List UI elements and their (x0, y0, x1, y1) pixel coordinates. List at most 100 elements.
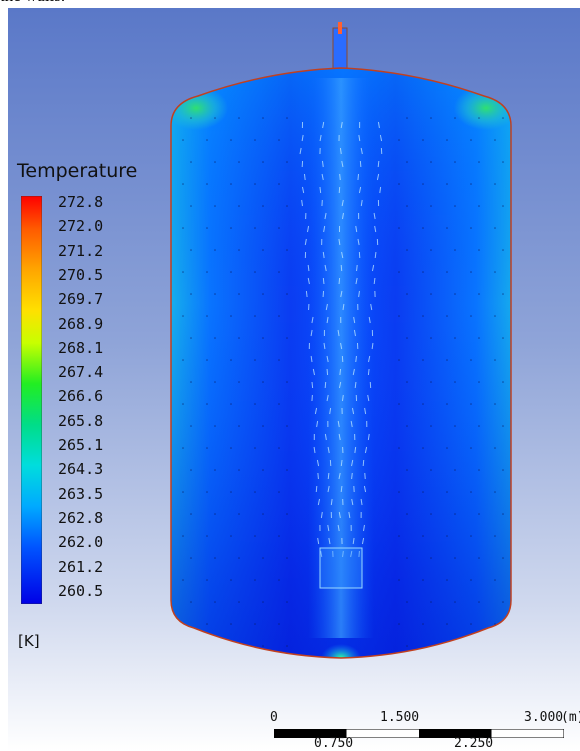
velocity-vector (364, 407, 367, 415)
velocity-vector (323, 225, 326, 233)
velocity-dot (262, 513, 264, 515)
velocity-vector (319, 134, 322, 142)
velocity-dot (502, 293, 504, 295)
velocity-dot (182, 403, 184, 405)
velocity-dot (230, 447, 232, 449)
velocity-vector (316, 459, 320, 467)
velocity-dot (206, 535, 208, 537)
velocity-dot (422, 491, 424, 493)
velocity-dot (238, 293, 240, 295)
velocity-vector (357, 238, 360, 246)
velocity-dot (406, 469, 408, 471)
velocity-dot (406, 117, 408, 119)
velocity-vector (379, 186, 382, 194)
velocity-dot (470, 183, 472, 185)
velocity-dot (398, 315, 400, 317)
velocity-dot (494, 579, 496, 581)
velocity-vector (326, 368, 329, 376)
velocity-dot (478, 293, 480, 295)
velocity-vector (341, 251, 344, 259)
velocity-vector (340, 121, 343, 129)
velocity-dot (422, 227, 424, 229)
velocity-dot (238, 205, 240, 207)
velocity-dot (446, 139, 448, 141)
velocity-vector (376, 173, 380, 181)
velocity-dot (214, 205, 216, 207)
velocity-dot (494, 447, 496, 449)
velocity-vector (320, 550, 323, 558)
velocity-dot (454, 557, 456, 559)
velocity-vector (301, 134, 304, 142)
velocity-vector (348, 511, 351, 519)
velocity-vector (337, 329, 340, 337)
velocity-vector (327, 472, 330, 480)
velocity-dot (206, 623, 208, 625)
velocity-vector (299, 147, 302, 155)
velocity-vector (379, 134, 383, 142)
velocity-dot (206, 403, 208, 405)
velocity-dot (406, 249, 408, 251)
velocity-dot (406, 337, 408, 339)
velocity-dot (446, 315, 448, 317)
velocity-dot (494, 183, 496, 185)
velocity-dot (286, 425, 288, 427)
velocity-dot (422, 403, 424, 405)
velocity-dot (206, 183, 208, 185)
legend-tick-label: 267.4 (58, 363, 104, 382)
velocity-dot (214, 645, 216, 647)
simulation-viewport[interactable]: Temperature 272.8 272.0 271.2 270.5 269.7 268… (8, 8, 580, 751)
velocity-vector (317, 472, 319, 480)
velocity-dot (430, 249, 432, 251)
velocity-dot (190, 381, 192, 383)
velocity-dot (206, 359, 208, 361)
velocity-vector (317, 537, 320, 545)
velocity-vector (310, 329, 313, 337)
legend-tick-label: 272.0 (58, 217, 104, 236)
velocity-dot (430, 381, 432, 383)
velocity-dot (238, 601, 240, 603)
velocity-vector (310, 355, 313, 363)
velocity-dot (262, 381, 264, 383)
velocity-dot (286, 601, 288, 603)
velocity-dot (430, 161, 432, 163)
velocity-dot (278, 139, 280, 141)
velocity-vector (359, 160, 362, 168)
velocity-dot (230, 139, 232, 141)
velocity-vector (358, 290, 360, 298)
velocity-vector (338, 472, 341, 480)
velocity-vector (358, 186, 362, 194)
velocity-dot (286, 337, 288, 339)
velocity-dot (254, 359, 256, 361)
velocity-dot (190, 161, 192, 163)
velocity-vector (357, 173, 359, 181)
legend-tick-label: 268.1 (58, 338, 104, 357)
velocity-vector (361, 537, 365, 545)
velocity-dot (446, 271, 448, 273)
velocity-dot (182, 271, 184, 273)
velocity-dot (430, 469, 432, 471)
velocity-vector (354, 381, 357, 389)
velocity-dot (470, 139, 472, 141)
velocity-dot (278, 183, 280, 185)
velocity-dot (430, 557, 432, 559)
velocity-vector (311, 381, 314, 389)
velocity-dot (502, 117, 504, 119)
velocity-vector (368, 316, 371, 324)
velocity-vector (351, 459, 354, 467)
velocity-dot (190, 425, 192, 427)
velocity-dot (190, 205, 192, 207)
velocity-dot (254, 623, 256, 625)
caption-fragment: the walls. (0, 0, 580, 8)
velocity-dot (494, 359, 496, 361)
velocity-dot (430, 601, 432, 603)
velocity-vector (314, 407, 318, 415)
velocity-vector (311, 316, 314, 324)
legend-tick-label: 265.8 (58, 411, 104, 430)
velocity-dot (190, 601, 192, 603)
velocity-dot (262, 205, 264, 207)
legend-tick-label: 271.2 (58, 241, 104, 260)
velocity-dot (182, 447, 184, 449)
velocity-vector (313, 446, 316, 454)
velocity-vector (322, 277, 325, 285)
velocity-vector (342, 303, 345, 311)
